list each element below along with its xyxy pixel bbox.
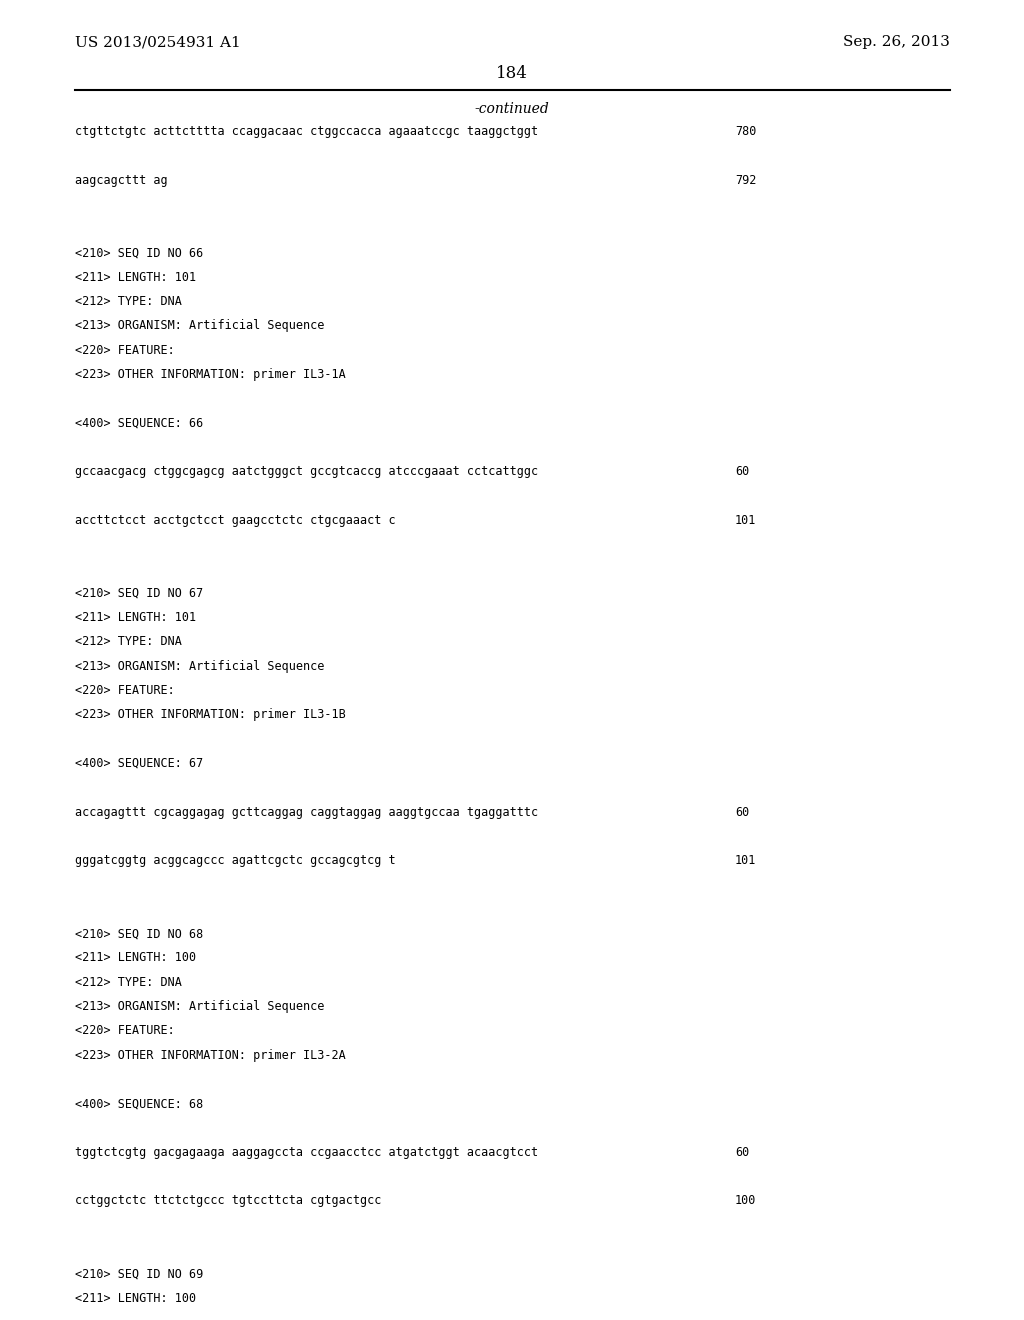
Text: <213> ORGANISM: Artificial Sequence: <213> ORGANISM: Artificial Sequence	[75, 1001, 325, 1012]
Text: <213> ORGANISM: Artificial Sequence: <213> ORGANISM: Artificial Sequence	[75, 319, 325, 333]
Text: <400> SEQUENCE: 66: <400> SEQUENCE: 66	[75, 417, 203, 430]
Text: US 2013/0254931 A1: US 2013/0254931 A1	[75, 36, 241, 49]
Text: tggtctcgtg gacgagaaga aaggagccta ccgaacctcc atgatctggt acaacgtcct: tggtctcgtg gacgagaaga aaggagccta ccgaacc…	[75, 1146, 539, 1159]
Text: <223> OTHER INFORMATION: primer IL3-2A: <223> OTHER INFORMATION: primer IL3-2A	[75, 1048, 346, 1061]
Text: 780: 780	[735, 125, 757, 139]
Text: accttctcct acctgctcct gaagcctctc ctgcgaaact c: accttctcct acctgctcct gaagcctctc ctgcgaa…	[75, 513, 395, 527]
Text: gccaacgacg ctggcgagcg aatctgggct gccgtcaccg atcccgaaat cctcattggc: gccaacgacg ctggcgagcg aatctgggct gccgtca…	[75, 465, 539, 478]
Text: <210> SEQ ID NO 66: <210> SEQ ID NO 66	[75, 247, 203, 260]
Text: <212> TYPE: DNA: <212> TYPE: DNA	[75, 975, 182, 989]
Text: accagagttt cgcaggagag gcttcaggag caggtaggag aaggtgccaa tgaggatttc: accagagttt cgcaggagag gcttcaggag caggtag…	[75, 805, 539, 818]
Text: 60: 60	[735, 465, 750, 478]
Text: 60: 60	[735, 805, 750, 818]
Text: 101: 101	[735, 513, 757, 527]
Text: -continued: -continued	[475, 102, 549, 116]
Text: aagcagcttt ag: aagcagcttt ag	[75, 174, 168, 186]
Text: 100: 100	[735, 1195, 757, 1208]
Text: <400> SEQUENCE: 68: <400> SEQUENCE: 68	[75, 1097, 203, 1110]
Text: <220> FEATURE:: <220> FEATURE:	[75, 343, 175, 356]
Text: <212> TYPE: DNA: <212> TYPE: DNA	[75, 296, 182, 308]
Text: <223> OTHER INFORMATION: primer IL3-1B: <223> OTHER INFORMATION: primer IL3-1B	[75, 709, 346, 721]
Text: 60: 60	[735, 1146, 750, 1159]
Text: <210> SEQ ID NO 69: <210> SEQ ID NO 69	[75, 1267, 203, 1280]
Text: <400> SEQUENCE: 67: <400> SEQUENCE: 67	[75, 756, 203, 770]
Text: gggatcggtg acggcagccc agattcgctc gccagcgtcg t: gggatcggtg acggcagccc agattcgctc gccagcg…	[75, 854, 395, 867]
Text: <211> LENGTH: 101: <211> LENGTH: 101	[75, 271, 197, 284]
Text: <223> OTHER INFORMATION: primer IL3-1A: <223> OTHER INFORMATION: primer IL3-1A	[75, 368, 346, 381]
Text: 792: 792	[735, 174, 757, 186]
Text: <210> SEQ ID NO 68: <210> SEQ ID NO 68	[75, 927, 203, 940]
Text: <220> FEATURE:: <220> FEATURE:	[75, 1024, 175, 1038]
Text: <210> SEQ ID NO 67: <210> SEQ ID NO 67	[75, 587, 203, 599]
Text: 101: 101	[735, 854, 757, 867]
Text: <212> TYPE: DNA: <212> TYPE: DNA	[75, 635, 182, 648]
Text: <211> LENGTH: 100: <211> LENGTH: 100	[75, 1292, 197, 1304]
Text: <211> LENGTH: 100: <211> LENGTH: 100	[75, 952, 197, 965]
Text: <220> FEATURE:: <220> FEATURE:	[75, 684, 175, 697]
Text: ctgttctgtc acttctttta ccaggacaac ctggccacca agaaatccgc taaggctggt: ctgttctgtc acttctttta ccaggacaac ctggcca…	[75, 125, 539, 139]
Text: 184: 184	[496, 65, 528, 82]
Text: <213> ORGANISM: Artificial Sequence: <213> ORGANISM: Artificial Sequence	[75, 660, 325, 673]
Text: cctggctctc ttctctgccc tgtccttcta cgtgactgcc: cctggctctc ttctctgccc tgtccttcta cgtgact…	[75, 1195, 381, 1208]
Text: <211> LENGTH: 101: <211> LENGTH: 101	[75, 611, 197, 624]
Text: Sep. 26, 2013: Sep. 26, 2013	[843, 36, 950, 49]
